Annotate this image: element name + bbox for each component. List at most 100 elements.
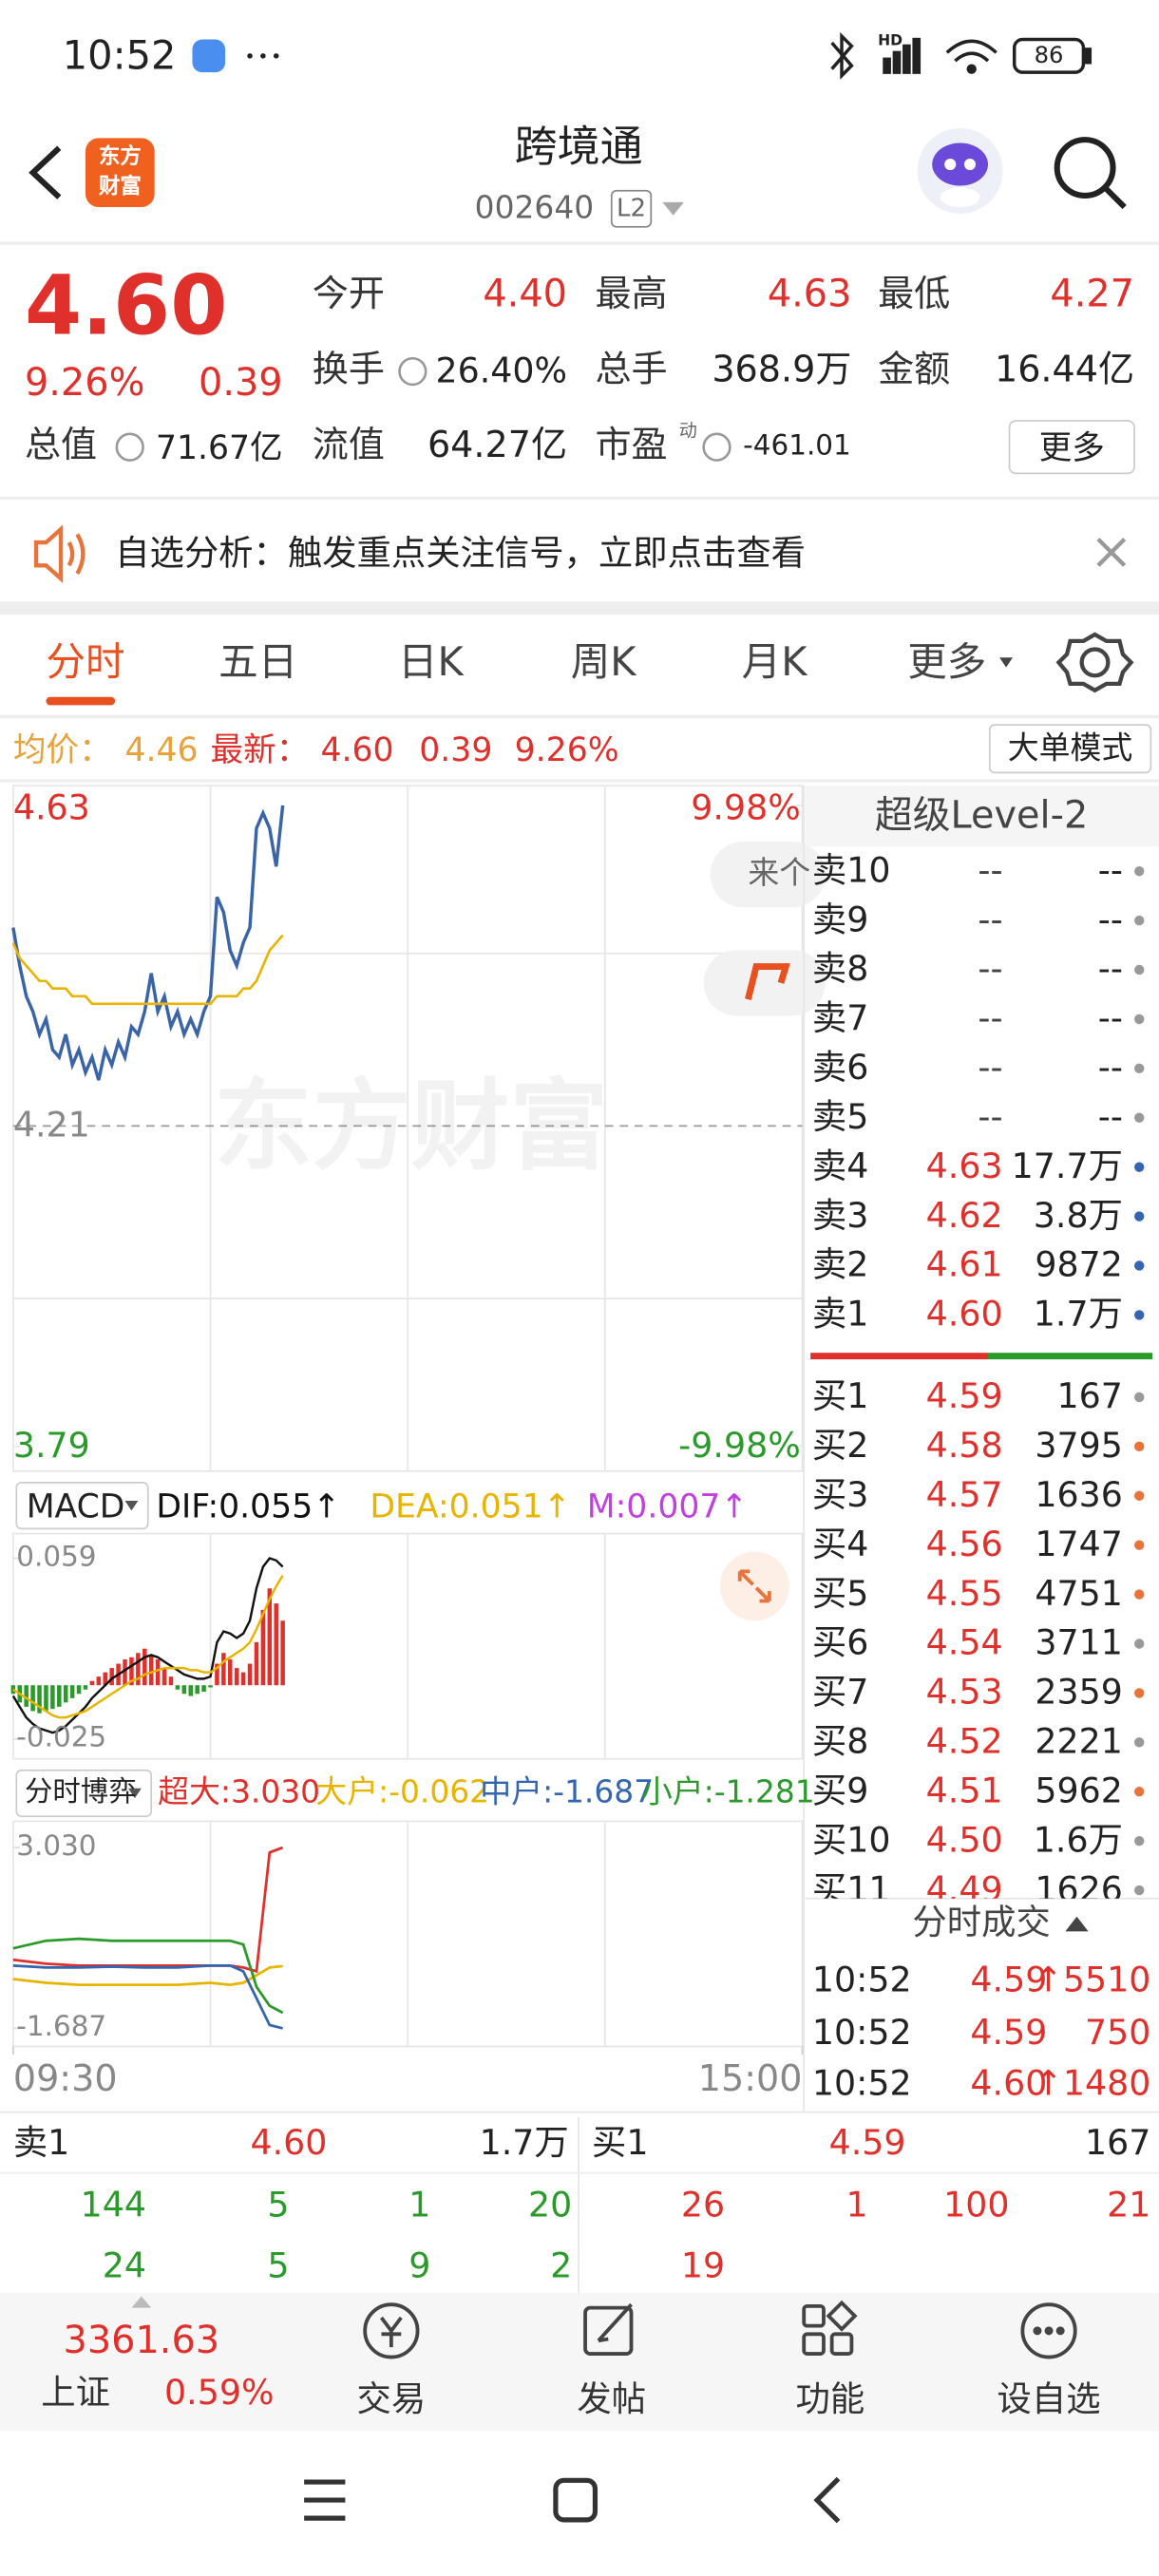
indicator-box[interactable] — [15, 1482, 149, 1530]
book-label: 买1 — [811, 1376, 869, 1416]
book-volume: 3.8万 — [1033, 1195, 1123, 1236]
level-badge: L2 — [617, 193, 647, 223]
index-value[interactable]: 3361.63 — [63, 2320, 220, 2363]
ask-count: 5 — [267, 2185, 290, 2226]
book-label: 买5 — [811, 1573, 869, 1614]
book-label: 买4 — [811, 1525, 869, 1564]
book-dot — [1134, 1162, 1145, 1172]
summary-volume: 1.7万 — [479, 2122, 569, 2163]
book-dot — [1134, 1310, 1145, 1320]
tab-underline — [46, 696, 116, 706]
field-value: 4.27 — [1050, 274, 1135, 317]
ask-count: 1 — [408, 2185, 431, 2226]
book-price: 4.59 — [925, 1376, 1003, 1416]
macd-bar — [109, 1668, 114, 1686]
macd-bar — [181, 1685, 187, 1695]
more-button[interactable]: 更多 — [1038, 426, 1105, 467]
legend-entry: 超大:3.030 — [158, 1774, 321, 1811]
expand-button[interactable] — [719, 1551, 789, 1621]
floating-button[interactable] — [710, 842, 826, 908]
system-nav[interactable] — [304, 2476, 841, 2524]
field-label: 金额 — [878, 350, 951, 391]
nav-item[interactable]: 交易 — [356, 2378, 427, 2419]
tab[interactable]: 分时 — [46, 639, 125, 686]
info-icon — [702, 432, 732, 462]
mode-button[interactable]: 大单模式 — [1007, 730, 1133, 767]
floating-button[interactable] — [703, 950, 826, 1016]
book-volume: 1.7万 — [1033, 1294, 1123, 1335]
indicator-box[interactable] — [15, 1769, 153, 1818]
field-label: 换手 — [312, 350, 385, 391]
tab-dropdown — [999, 657, 1013, 668]
book-dot — [1134, 1112, 1145, 1123]
macd-bar — [221, 1653, 226, 1686]
macd-bar — [260, 1609, 266, 1686]
logo-text: 东方 — [98, 145, 142, 171]
change-percent: 9.26% — [24, 362, 145, 406]
avatar[interactable] — [917, 127, 1003, 214]
summary-volume: 167 — [1084, 2122, 1151, 2163]
floating-icon — [745, 963, 790, 1000]
macd-bar — [228, 1659, 233, 1686]
book-label: 卖9 — [811, 900, 869, 939]
legend-m: M:0.007↑ — [586, 1486, 749, 1525]
nav-item[interactable]: 发帖 — [577, 2378, 647, 2419]
book-volume: 1636 — [1035, 1475, 1123, 1515]
more-button-border[interactable] — [1008, 420, 1135, 475]
speaker-icon — [33, 524, 86, 583]
tab[interactable]: 周K — [570, 639, 636, 686]
trade-time: 10:52 — [811, 2012, 912, 2052]
notice-text[interactable]: 自选分析：触发重点关注信号，立即点击查看 — [115, 533, 806, 574]
close-button[interactable] — [1096, 538, 1127, 567]
book-price: 4.62 — [925, 1195, 1003, 1236]
indicator-name: 分时博弈 — [24, 1775, 137, 1809]
search-button[interactable] — [1054, 137, 1127, 210]
index-name: 上证 — [41, 2372, 110, 2413]
legend-dif: DIF:0.055↑ — [156, 1486, 341, 1525]
mode-button-border[interactable] — [988, 724, 1152, 774]
book-volume: 3795 — [1035, 1426, 1123, 1466]
legend-entry: 大户:-0.062 — [315, 1774, 490, 1811]
badge-border — [610, 189, 653, 228]
bid-count: 26 — [680, 2185, 726, 2226]
avg-label: 均价： — [12, 729, 112, 769]
book-volume: 1.6万 — [1033, 1820, 1123, 1861]
book-price: -- — [978, 1097, 1003, 1137]
book-price: 4.56 — [925, 1525, 1003, 1564]
trades-title: 分时成交 — [912, 1903, 1051, 1942]
field-value: 4.63 — [767, 274, 852, 317]
trade-price: 4.60 — [970, 2063, 1048, 2104]
book-label: 买2 — [811, 1426, 869, 1466]
tab[interactable]: 更多 — [907, 639, 987, 686]
book-volume: 167 — [1056, 1376, 1123, 1416]
book-label: 买3 — [811, 1475, 869, 1515]
macd-bar — [63, 1685, 68, 1703]
pe-tag: 动 — [678, 420, 697, 442]
legend-dea: DEA:0.051↑ — [370, 1486, 571, 1525]
field-value: 368.9万 — [712, 350, 852, 391]
macd-bar — [254, 1641, 259, 1686]
bid-count: 19 — [680, 2245, 726, 2286]
book-volume: 5962 — [1035, 1771, 1123, 1811]
bid-count: 21 — [1107, 2185, 1151, 2226]
nav-item[interactable]: 功能 — [795, 2378, 865, 2419]
flow-line — [12, 1937, 284, 2015]
y-tick-label: 4.63 — [12, 787, 90, 828]
chart-frame — [11, 785, 804, 2048]
back-button[interactable] — [28, 145, 62, 199]
book-price: -- — [978, 850, 1003, 891]
y-tick-label: 4.21 — [12, 1105, 90, 1146]
macd-bar — [155, 1659, 161, 1686]
tab[interactable]: 日K — [397, 639, 464, 686]
macd-bar — [274, 1603, 278, 1686]
settings-button[interactable] — [1055, 632, 1134, 693]
book-price: 4.63 — [925, 1146, 1003, 1186]
floating-button-label[interactable]: 来个 — [748, 855, 811, 892]
nav-item[interactable]: 设自选 — [997, 2378, 1101, 2419]
battery-level: 86 — [1034, 42, 1064, 69]
tab[interactable]: 月K — [741, 639, 808, 686]
book-label: 卖8 — [811, 949, 869, 989]
macd-bar — [10, 1685, 16, 1695]
tab[interactable]: 五日 — [218, 639, 298, 686]
